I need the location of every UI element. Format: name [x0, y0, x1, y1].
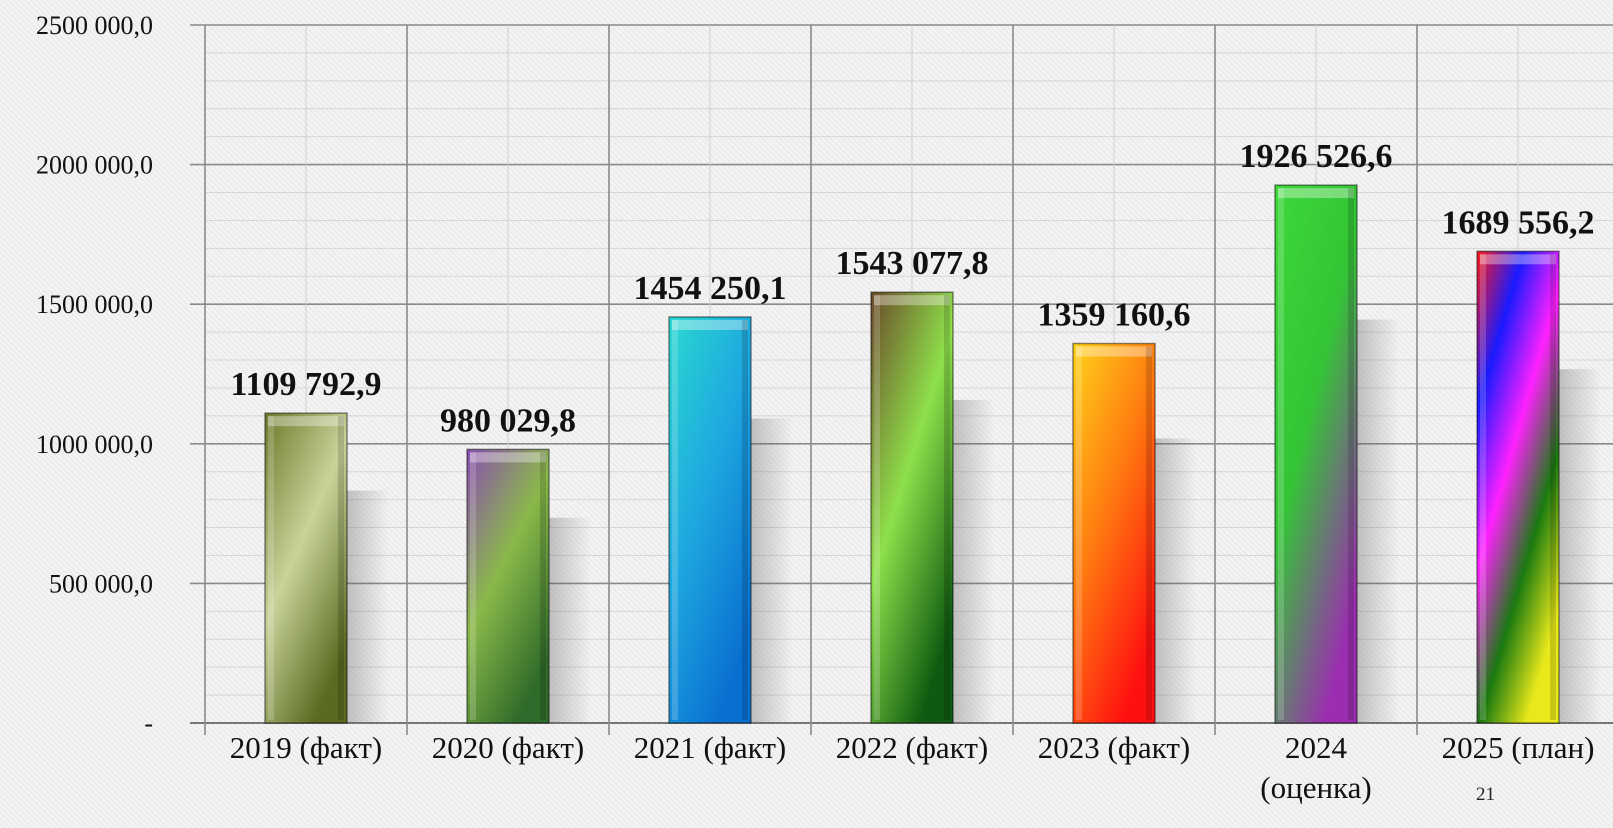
bar-bevel — [470, 452, 546, 463]
y-tick-label: 2500 000,0 — [36, 11, 153, 40]
bar-bevel-side — [1348, 188, 1354, 720]
x-tick-label: 2019 (факт) — [230, 730, 382, 765]
bar-shadow — [951, 399, 995, 723]
bar-bevel — [672, 319, 748, 330]
chart-bars — [264, 184, 1601, 724]
bar — [1274, 184, 1358, 724]
bar-shadow — [1153, 438, 1197, 723]
bar-bevel — [1480, 254, 1556, 265]
bar-bevel-side — [1278, 188, 1284, 720]
x-axis-ticks: 2019 (факт) 2020 (факт) 2021 (факт) 2022 (ф… — [230, 730, 1595, 805]
bar-shadow — [345, 490, 389, 723]
data-label: 1926 526,6 — [1240, 138, 1393, 175]
x-tick-label: 2025 (план) — [1442, 730, 1595, 765]
data-label: 1359 160,6 — [1038, 297, 1191, 334]
x-tick-label: 2024 — [1285, 730, 1348, 765]
y-axis-ticks: - 500 000,0 1000 000,0 1500 000,0 2000 000,0… — [36, 11, 153, 738]
bar-bevel-side — [268, 416, 274, 720]
data-label: 1543 077,8 — [836, 245, 989, 282]
bar — [1476, 250, 1560, 724]
y-tick-label: 500 000,0 — [49, 569, 153, 598]
x-tick-label: 2020 (факт) — [432, 730, 584, 765]
bar-bevel-side — [742, 319, 748, 720]
bar-bevel-side — [672, 319, 678, 720]
bar-bevel-side — [944, 295, 950, 720]
data-labels: 1109 792,9 980 029,8 1454 250,1 1543 077,8 1… — [230, 138, 1594, 439]
data-label: 1454 250,1 — [634, 270, 787, 307]
y-tick-label: 2000 000,0 — [36, 151, 153, 180]
y-tick-label: - — [144, 709, 153, 738]
bar — [1072, 342, 1156, 724]
page-number: 21 — [1476, 784, 1495, 805]
bar-bevel-side — [1480, 254, 1486, 720]
data-label: 980 029,8 — [440, 402, 576, 439]
bar — [668, 316, 752, 724]
bar — [870, 291, 954, 724]
x-tick-label: 2023 (факт) — [1038, 730, 1190, 765]
bar-bevel-side — [874, 295, 880, 720]
x-tick-label: 2022 (факт) — [836, 730, 988, 765]
bar-bevel-side — [1076, 346, 1082, 720]
x-tick-label: 2021 (факт) — [634, 730, 786, 765]
y-tick-label: 1000 000,0 — [36, 430, 153, 459]
bar-bevel-side — [1146, 346, 1152, 720]
bar-bevel-side — [338, 416, 344, 720]
bar-bevel-side — [470, 452, 476, 720]
bar-bevel — [268, 416, 344, 427]
data-label: 1689 556,2 — [1442, 204, 1595, 241]
x-tick-label: (оценка) — [1260, 770, 1371, 805]
bar-bevel-side — [540, 452, 546, 720]
data-label: 1109 792,9 — [230, 366, 381, 403]
bar-bevel — [874, 295, 950, 306]
bar-bevel — [1076, 346, 1152, 357]
bar-bevel-side — [1550, 254, 1556, 720]
y-tick-label: 1500 000,0 — [36, 290, 153, 319]
bar-shadow — [1355, 319, 1399, 723]
bar — [466, 448, 550, 724]
bar-shadow — [1557, 369, 1601, 723]
bar-shadow — [547, 517, 591, 723]
bar — [264, 412, 348, 724]
bar-shadow — [749, 418, 793, 723]
bar-bevel — [1278, 188, 1354, 199]
